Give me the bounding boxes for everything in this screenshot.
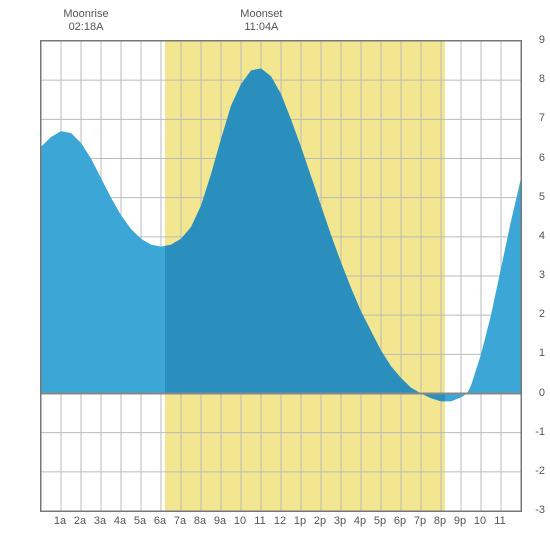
x-tick: 4p [354, 515, 366, 527]
top-label: Moonrise02:18A [63, 8, 108, 34]
y-tick: 5 [539, 191, 545, 203]
top-labels: Moonrise02:18A Moonset11:04A [40, 8, 525, 38]
x-tick: 5a [134, 515, 146, 527]
x-tick: 9p [454, 515, 466, 527]
x-tick: 8a [194, 515, 206, 527]
plot-svg [41, 41, 521, 511]
x-tick: 3a [94, 515, 106, 527]
x-tick: 7a [174, 515, 186, 527]
x-tick: 1p [294, 515, 306, 527]
x-axis: 1a 2a 3a 4a 5a 6a 7a 8a 9a 10 11 12 1p 2p 3p 4p 5p 6p 7p 8p… [40, 515, 520, 535]
x-tick: 3p [334, 515, 346, 527]
x-tick: 5p [374, 515, 386, 527]
y-tick: 1 [539, 347, 545, 359]
y-tick: -3 [535, 504, 545, 516]
y-tick: -2 [535, 465, 545, 477]
x-tick: 6a [154, 515, 166, 527]
y-tick: 6 [539, 152, 545, 164]
x-tick: 2p [314, 515, 326, 527]
x-tick: 4a [114, 515, 126, 527]
y-tick: 7 [539, 112, 545, 124]
top-label-value: 11:04A [240, 21, 282, 34]
x-tick: 10 [474, 515, 486, 527]
x-tick: 10 [234, 515, 246, 527]
y-tick: 2 [539, 308, 545, 320]
top-label-value: 02:18A [63, 21, 108, 34]
y-tick: 4 [539, 230, 545, 242]
x-tick: 11 [494, 515, 505, 527]
y-tick: 9 [539, 34, 545, 46]
plot-area [40, 40, 522, 512]
top-label-title: Moonrise [63, 8, 108, 21]
x-tick: 9a [214, 515, 226, 527]
x-tick: 1a [54, 515, 66, 527]
top-label: Moonset11:04A [240, 8, 282, 34]
y-tick: 3 [539, 269, 545, 281]
x-tick: 11 [254, 515, 265, 527]
y-tick: -1 [535, 426, 545, 438]
y-tick: 0 [539, 387, 545, 399]
x-tick: 2a [74, 515, 86, 527]
x-tick: 6p [394, 515, 406, 527]
x-tick: 7p [414, 515, 426, 527]
y-axis: -3-2-10123456789 [525, 40, 545, 510]
y-tick: 8 [539, 73, 545, 85]
x-tick: 12 [274, 515, 286, 527]
tide-chart: Moonrise02:18AMoonset11:04A -3-2-1012345… [0, 0, 550, 550]
x-tick: 8p [434, 515, 446, 527]
top-label-title: Moonset [240, 8, 282, 21]
